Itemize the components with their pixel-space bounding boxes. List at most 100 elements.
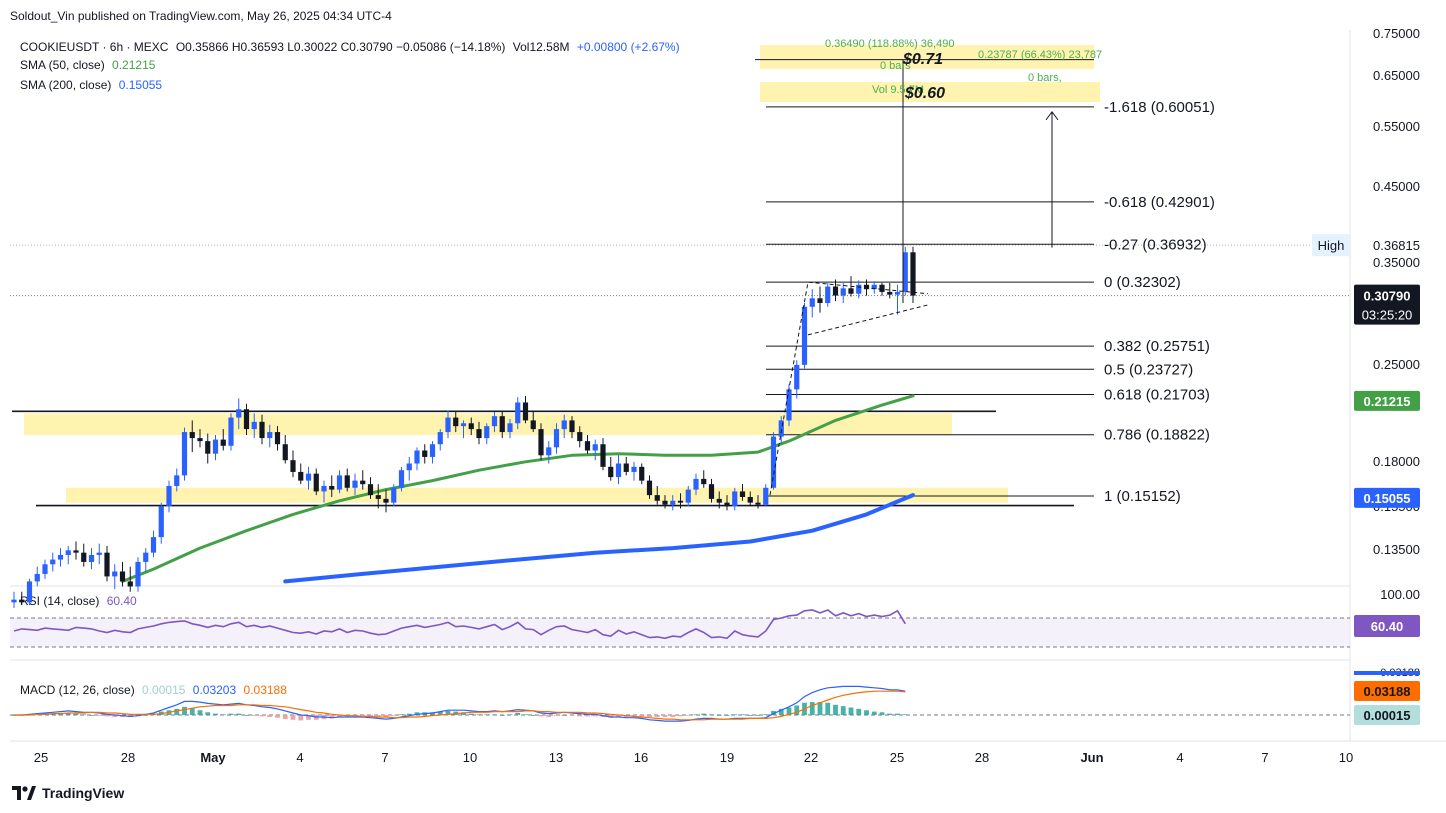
macd-histogram-bar: [197, 710, 203, 715]
target-label-060: $0.60: [904, 85, 945, 102]
macd-histogram-bar: [693, 714, 699, 716]
macd-histogram-bar: [120, 715, 125, 718]
candle: [747, 496, 753, 503]
macd-histogram-bar: [631, 715, 637, 717]
candle: [127, 581, 133, 587]
macd-histogram-bar: [65, 712, 71, 715]
candle: [879, 284, 885, 292]
macd-histogram-bar: [778, 708, 784, 715]
macd-histogram-bar: [817, 702, 823, 715]
candle: [863, 284, 870, 290]
price-tick: 0.15500: [1373, 499, 1420, 514]
macd-histogram-bar: [228, 713, 234, 715]
price-tick: 0.45000: [1373, 179, 1420, 194]
candle: [65, 550, 71, 555]
rsi-tag: 60.40: [1371, 619, 1404, 634]
candle: [910, 252, 916, 296]
sma50-label: SMA (50, close): [20, 58, 105, 72]
macd-histogram-bar: [554, 715, 559, 716]
candle: [794, 364, 800, 390]
candle: [569, 420, 575, 433]
macd-histogram-bar: [360, 715, 366, 716]
macd-hist-tag-bg: [1354, 705, 1420, 725]
time-tick: 28: [975, 750, 989, 765]
symbol-legend[interactable]: COOKIEUSDT · 6h · MEXC O0.35866 H0.36593…: [20, 40, 680, 54]
macd-histogram-bar: [251, 715, 257, 716]
candle: [81, 552, 87, 562]
candle: [391, 487, 397, 503]
last-price-tag: 0.30790: [1364, 289, 1411, 304]
macd-histogram-bar: [236, 713, 242, 715]
macd-histogram-bar: [670, 715, 676, 718]
candle: [429, 444, 436, 457]
rsi-tag-bg: [1354, 615, 1420, 637]
target-label-071: $0.71: [902, 51, 943, 68]
macd-histogram-bar: [492, 714, 497, 716]
time-tick: May: [200, 750, 226, 765]
candle: [817, 298, 823, 303]
sma50-value: 0.21215: [112, 58, 156, 72]
candle: [809, 298, 815, 307]
macd-histogram-bar: [58, 712, 63, 715]
projection-arrowhead: [1045, 111, 1059, 121]
macd-histogram-bar: [592, 715, 598, 717]
candle: [212, 439, 219, 454]
macd-histogram-bar: [461, 712, 466, 715]
macd-histogram-bar: [352, 715, 358, 717]
candle: [848, 288, 854, 294]
macd-histogram-bar: [701, 713, 707, 715]
macd-histogram-bar: [755, 715, 761, 716]
macd-histogram-bar: [422, 712, 428, 715]
candle: [398, 470, 405, 488]
macd-tick: 0.03188: [1380, 667, 1420, 679]
macd-legend[interactable]: MACD (12, 26, close) 0.00015 0.03203 0.0…: [20, 683, 287, 697]
macd-histogram-bar: [802, 702, 807, 715]
macd-histogram-bar: [81, 714, 87, 716]
macd-histogram-bar: [662, 715, 668, 718]
macd-histogram-bar: [523, 714, 528, 716]
candle: [197, 438, 203, 442]
fib-label-0.5: 0.5 (0.23727): [1104, 361, 1193, 378]
sma200-value: 0.15055: [118, 78, 163, 92]
candle: [515, 402, 521, 424]
rsi-value: 60.40: [106, 594, 137, 608]
sma50-legend[interactable]: SMA (50, close) 0.21215: [20, 58, 155, 72]
candle: [623, 463, 629, 472]
macd-histogram-bar: [89, 715, 94, 716]
macd-histogram-bar: [639, 715, 645, 717]
measure-text-071: 0.36490 (118.88%) 36,490: [825, 38, 954, 50]
candle: [553, 429, 560, 448]
macd-histogram-bar: [34, 714, 40, 716]
macd-histogram-bar: [887, 713, 893, 715]
rsi-label: RSI (14, close): [20, 594, 100, 608]
macd-histogram-bar: [864, 710, 869, 715]
macd-histogram-bar: [476, 714, 482, 716]
candle: [119, 571, 126, 582]
macd-histogram-bar: [430, 712, 435, 715]
macd-histogram-bar: [19, 715, 25, 716]
candle: [770, 436, 777, 488]
time-tick: 19: [720, 750, 734, 765]
flag-lower-dashed: [807, 304, 929, 336]
candle: [422, 450, 428, 457]
candle: [453, 417, 459, 427]
candle: [507, 423, 513, 433]
macd-histogram-bar: [399, 714, 404, 716]
ohlc-values: O0.35866 H0.36593 L0.30022 C0.30790 −0.0…: [175, 40, 506, 54]
price-tick: 0.65000: [1373, 68, 1420, 83]
sma50-line: [121, 394, 915, 583]
candle: [840, 288, 846, 296]
candle: [112, 571, 118, 577]
macd-histogram-bar: [709, 714, 714, 716]
macd-histogram-bar: [267, 715, 273, 718]
flag-upper-dashed: [769, 281, 929, 496]
macd-signal-tag-bg: [1354, 681, 1420, 701]
macd-histogram-bar: [437, 711, 443, 715]
sma200-legend[interactable]: SMA (200, close) 0.15055: [20, 78, 162, 92]
candle: [468, 423, 474, 430]
fib-label-0.786: 0.786 (0.18822): [1104, 427, 1210, 444]
rsi-legend[interactable]: RSI (14, close) 60.40: [20, 594, 137, 608]
macd-histogram-bar: [50, 713, 56, 715]
tradingview-brand[interactable]: TradingView: [12, 785, 124, 801]
candle: [491, 416, 498, 427]
